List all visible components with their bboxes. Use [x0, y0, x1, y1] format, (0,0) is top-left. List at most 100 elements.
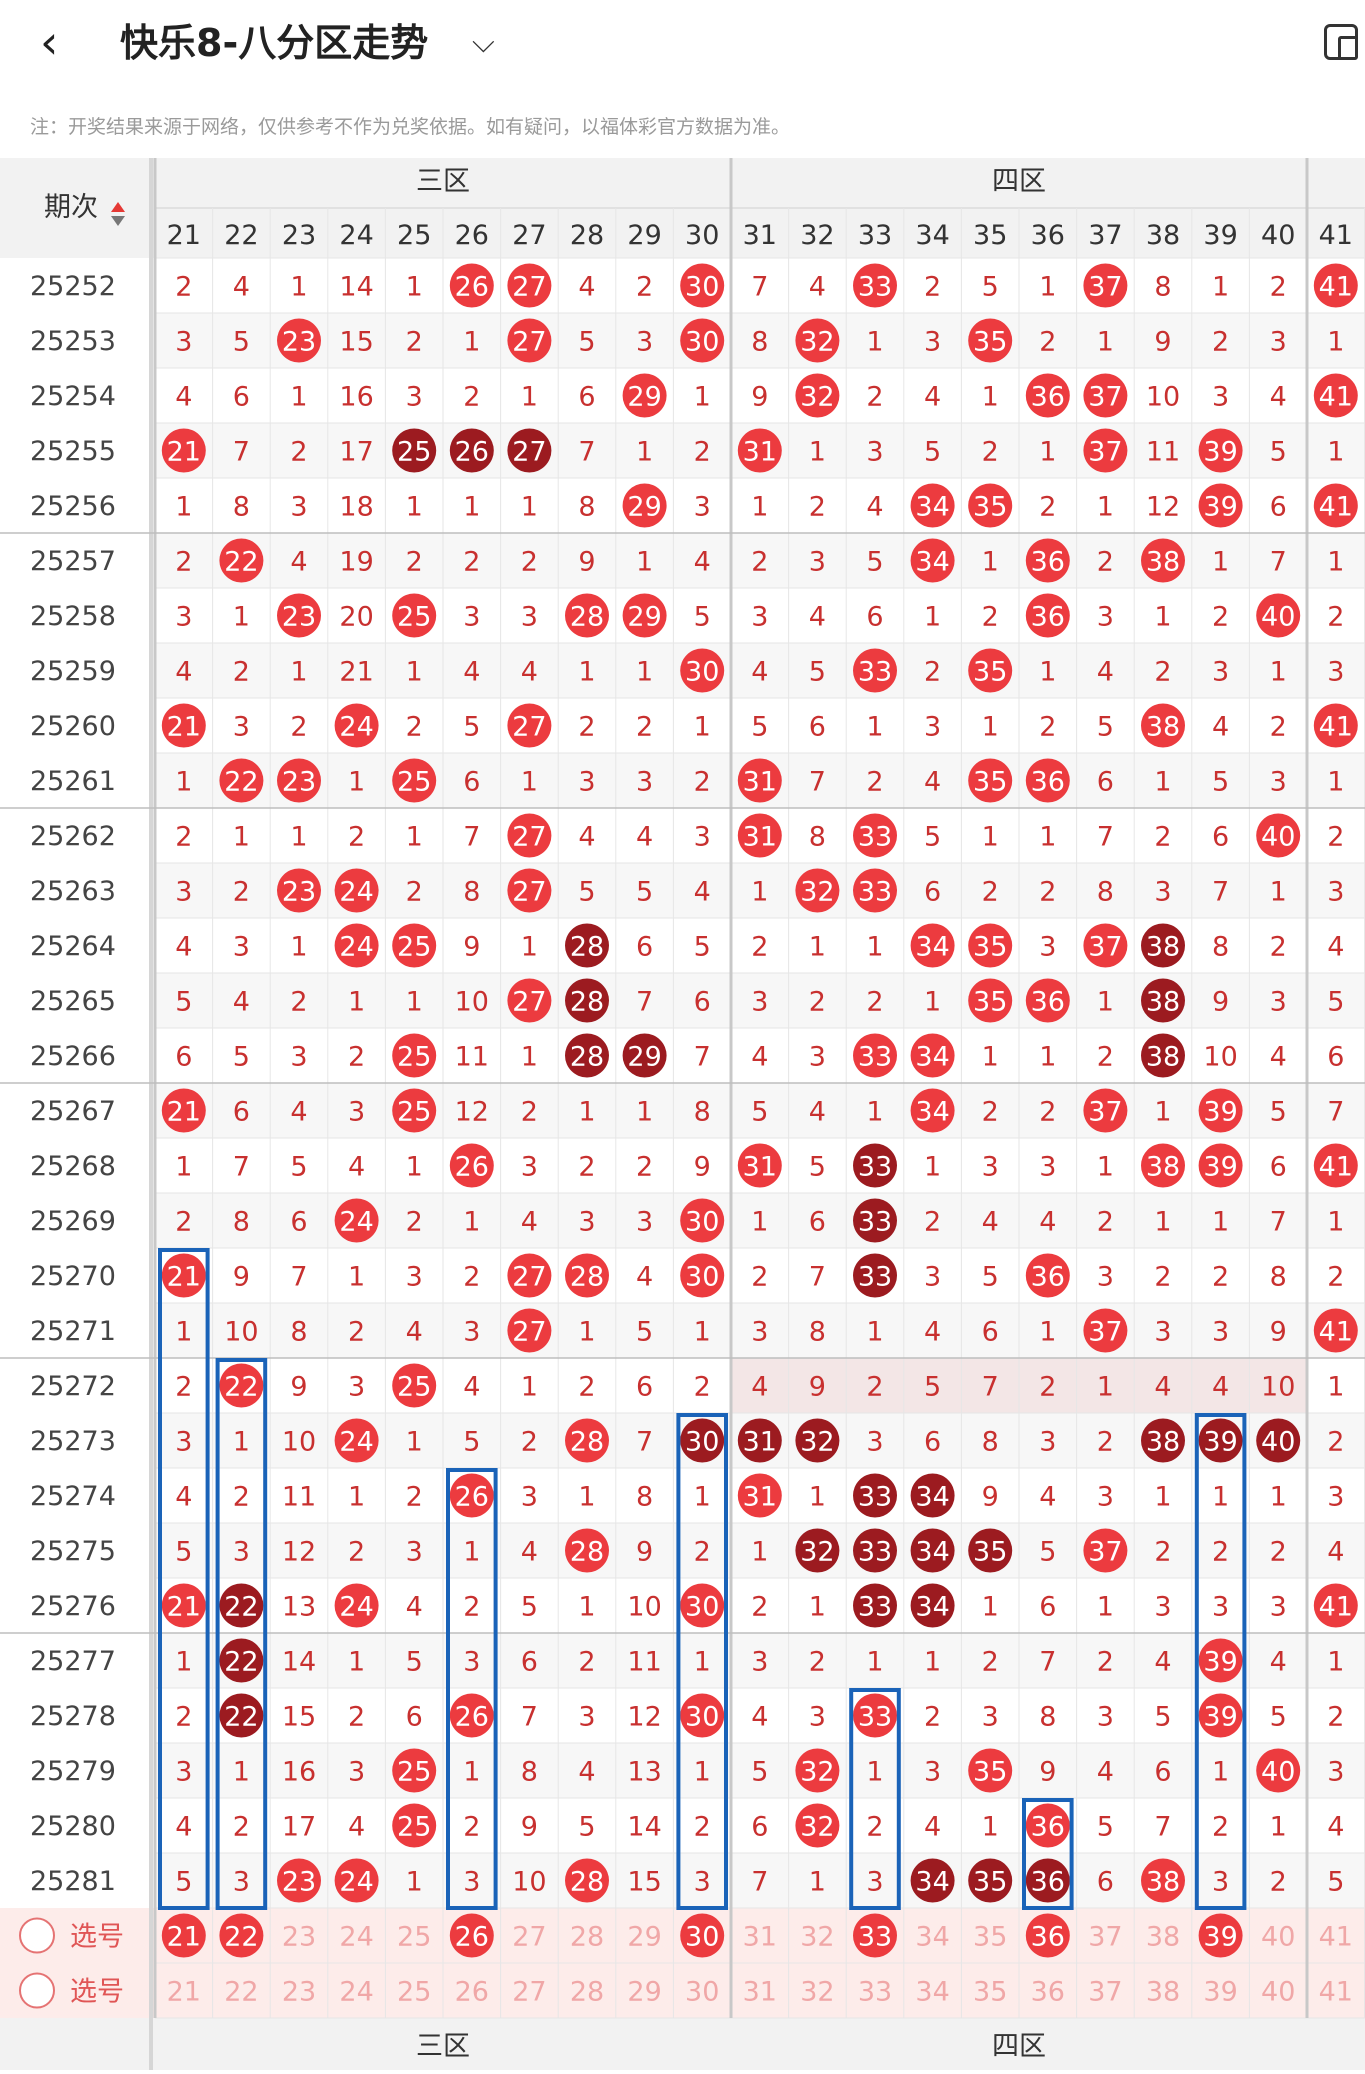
select-number[interactable]: 24: [339, 1922, 373, 1953]
hit-ball: [161, 1253, 206, 1298]
miss-count: 2: [1154, 822, 1171, 853]
hit-ball: [1025, 758, 1070, 803]
hit-ball: [1256, 1418, 1301, 1463]
miss-count: 3: [463, 1867, 480, 1898]
device-switch-icon[interactable]: [1324, 24, 1358, 60]
select-number[interactable]: 38: [1146, 1922, 1180, 1953]
radio-icon[interactable]: [19, 1972, 55, 2009]
miss-count: 1: [924, 602, 941, 633]
select-number[interactable]: 27: [512, 1922, 546, 1953]
select-number[interactable]: 25: [397, 1922, 431, 1953]
hit-ball: [449, 1143, 494, 1188]
hit-number: 41: [1319, 1152, 1353, 1183]
select-number[interactable]: 38: [1146, 1977, 1180, 2008]
miss-count: 1: [982, 822, 999, 853]
hit-number: 28: [570, 932, 604, 963]
selected-ball[interactable]: [219, 1913, 264, 1958]
hit-number: 35: [973, 987, 1007, 1018]
select-number[interactable]: 35: [973, 1922, 1007, 1953]
hit-number: 36: [1031, 987, 1065, 1018]
select-number[interactable]: 28: [570, 1922, 604, 1953]
miss-count: 2: [463, 547, 480, 578]
miss-count: 1: [290, 932, 307, 963]
select-number[interactable]: 31: [743, 1977, 777, 2008]
hit-ball: [219, 538, 264, 583]
select-number[interactable]: 34: [915, 1922, 949, 1953]
radio-icon[interactable]: [19, 1917, 55, 1954]
miss-count: 9: [1270, 1317, 1287, 1348]
select-number[interactable]: 29: [627, 1922, 661, 1953]
hit-number: 37: [1088, 272, 1122, 303]
selected-ball[interactable]: [680, 1913, 725, 1958]
top-bar: ‹ 快乐8-八分区走势 ⌵: [0, 0, 1365, 88]
miss-count: 1: [866, 932, 883, 963]
hit-number: 28: [570, 1867, 604, 1898]
hit-number: 35: [973, 767, 1007, 798]
select-number[interactable]: 22: [224, 1977, 258, 2008]
miss-count: 3: [175, 602, 192, 633]
select-number[interactable]: 34: [915, 1977, 949, 2008]
hit-number: 27: [512, 1262, 546, 1293]
select-number[interactable]: 35: [973, 1977, 1007, 2008]
select-number[interactable]: 31: [743, 1922, 777, 1953]
hit-ball: [622, 483, 667, 528]
select-number[interactable]: 24: [339, 1977, 373, 2008]
miss-count: 9: [751, 382, 768, 413]
select-number[interactable]: 41: [1319, 1922, 1353, 1953]
miss-count: 6: [233, 382, 250, 413]
select-number[interactable]: 28: [570, 1977, 604, 2008]
hit-ball: [1141, 1033, 1185, 1078]
selected-ball[interactable]: [1198, 1913, 1243, 1958]
select-number[interactable]: 32: [800, 1922, 834, 1953]
select-number[interactable]: 23: [282, 1922, 316, 1953]
select-number[interactable]: 37: [1088, 1977, 1122, 2008]
select-number[interactable]: 41: [1319, 1977, 1353, 2008]
select-number[interactable]: 27: [512, 1977, 546, 2008]
miss-count: 10: [1203, 1042, 1237, 1073]
hit-number: 39: [1203, 492, 1237, 523]
select-number[interactable]: 21: [167, 1977, 201, 2008]
miss-count: 3: [1154, 1317, 1171, 1348]
chevron-down-icon[interactable]: ⌵: [472, 25, 495, 60]
select-number[interactable]: 32: [800, 1977, 834, 2008]
miss-count: 3: [521, 1152, 538, 1183]
miss-count: 3: [1154, 877, 1171, 908]
hit-ball: [565, 1858, 609, 1903]
selected-ball[interactable]: [161, 1913, 206, 1958]
selected-ball[interactable]: [853, 1913, 897, 1958]
select-number[interactable]: 37: [1088, 1922, 1122, 1953]
miss-count: 2: [694, 767, 711, 798]
miss-count: 1: [1212, 1482, 1229, 1513]
miss-count: 3: [1212, 1592, 1229, 1623]
select-number[interactable]: 40: [1261, 1922, 1295, 1953]
miss-count: 4: [1327, 1812, 1344, 1843]
selected-ball[interactable]: [449, 1913, 494, 1958]
select-number[interactable]: 23: [282, 1977, 316, 2008]
column-header: 39: [1203, 220, 1237, 251]
select-number[interactable]: 25: [397, 1977, 431, 2008]
select-number[interactable]: 33: [858, 1977, 892, 2008]
miss-count: 13: [282, 1592, 316, 1623]
select-number[interactable]: 30: [685, 1977, 719, 2008]
miss-count: 9: [694, 1152, 711, 1183]
select-number[interactable]: 40: [1261, 1977, 1295, 2008]
hit-ball: [1025, 1253, 1070, 1298]
period-label: 25278: [30, 1701, 116, 1732]
select-number[interactable]: 29: [627, 1977, 661, 2008]
miss-count: 10: [282, 1427, 316, 1458]
hit-number: 31: [743, 437, 777, 468]
selected-ball[interactable]: [1025, 1913, 1070, 1958]
miss-count: 3: [1212, 1317, 1229, 1348]
select-number[interactable]: 36: [1031, 1977, 1065, 2008]
miss-count: 9: [233, 1262, 250, 1293]
hit-number: 30: [685, 657, 719, 688]
miss-count: 1: [809, 1592, 826, 1623]
miss-count: 1: [1327, 1647, 1344, 1678]
miss-count: 1: [1097, 987, 1114, 1018]
select-number[interactable]: 39: [1203, 1977, 1237, 2008]
miss-count: 8: [578, 492, 595, 523]
table-row: [155, 313, 1365, 368]
select-number[interactable]: 26: [455, 1977, 489, 2008]
hit-ball: [1256, 1748, 1301, 1793]
back-icon[interactable]: ‹: [40, 15, 59, 69]
